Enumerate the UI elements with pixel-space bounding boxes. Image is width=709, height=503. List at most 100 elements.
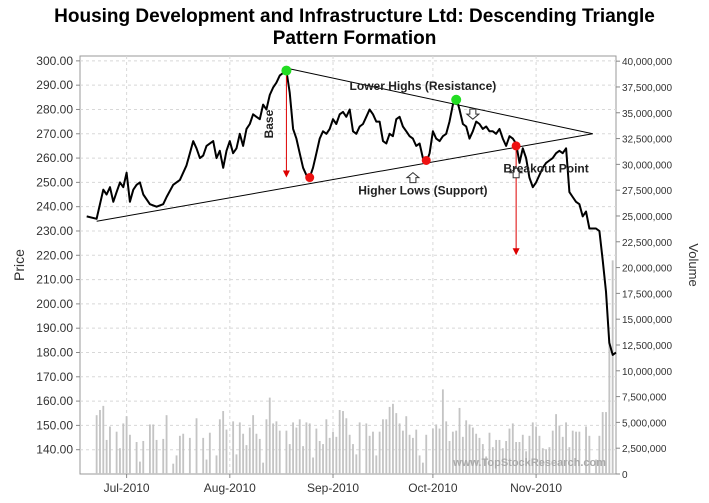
volume-bar — [611, 260, 614, 474]
volume-bar — [378, 431, 381, 474]
volume-bar — [278, 430, 281, 474]
volume-bar — [488, 432, 491, 474]
volume-bar — [571, 430, 574, 474]
y2-tick-label: 17,500,000 — [622, 289, 672, 300]
volume-bar — [95, 415, 98, 474]
volume-bar — [322, 444, 324, 474]
volume-bar — [525, 451, 528, 474]
y-tick-label: 180.00 — [36, 345, 73, 359]
marker-breakout — [511, 141, 521, 151]
volume-bar — [352, 444, 354, 474]
volume-bar — [588, 435, 591, 474]
volume-bar — [528, 435, 531, 474]
marker-high-2 — [451, 94, 462, 105]
chart-title-line-2: Pattern Formation — [272, 28, 437, 49]
y2-tick-label: 15,000,000 — [622, 315, 672, 326]
y2-tick-label: 27,500,000 — [622, 186, 672, 197]
volume-bar — [458, 407, 461, 474]
volume-bar — [438, 428, 441, 474]
volume-bar — [135, 442, 138, 474]
support-pointer-2-arrow — [508, 167, 524, 179]
volume-bar — [385, 419, 388, 474]
volume-bar — [498, 439, 501, 474]
volume-bar — [245, 445, 248, 474]
volume-bar — [102, 405, 105, 474]
volume-bar — [155, 439, 158, 474]
volume-bar — [501, 448, 504, 474]
volume-bar — [122, 423, 125, 474]
base-label: Base — [262, 109, 276, 138]
volume-bar — [415, 429, 418, 474]
volume-bar — [172, 463, 175, 474]
volume-bar — [375, 455, 378, 474]
volume-bar — [325, 419, 328, 474]
volume-bar — [265, 419, 268, 474]
volume-bar — [558, 425, 561, 474]
volume-bar — [431, 428, 434, 474]
volume-bar — [358, 422, 361, 474]
volume-bar — [425, 434, 428, 474]
volume-bar — [441, 389, 444, 474]
volume-bar — [395, 413, 398, 474]
x-tick-label: Nov-2010 — [510, 481, 562, 495]
volume-bar — [205, 459, 208, 474]
volume-bar — [421, 462, 424, 474]
volume-bar — [188, 437, 191, 474]
x-tick-label: Aug-2010 — [204, 481, 256, 495]
volume-bar — [268, 397, 271, 474]
volume-bar — [455, 430, 458, 474]
y-axis-label: Price — [11, 249, 27, 281]
volume-bar — [109, 426, 111, 474]
volume-bar — [152, 424, 155, 474]
y-tick-label: 160.00 — [36, 394, 73, 408]
y2-tick-label: 30,000,000 — [622, 160, 672, 171]
resistance-pointer-arrow — [465, 108, 481, 120]
volume-bar — [445, 421, 448, 474]
volume-bar — [252, 415, 255, 474]
volume-bar — [511, 423, 514, 474]
volume-bar — [475, 433, 478, 474]
y2-tick-label: 2,500,000 — [622, 444, 667, 455]
volume-bar — [448, 440, 451, 474]
higher-lows-label: Higher Lows (Support) — [358, 184, 487, 198]
x-tick-label: Sep-2010 — [307, 481, 359, 495]
volume-bar — [162, 438, 165, 474]
y-tick-label: 140.00 — [36, 443, 73, 457]
support-pointer-1-arrow — [405, 172, 421, 184]
volume-bar — [372, 431, 374, 474]
volume-bar — [348, 434, 351, 474]
y-tick-label: 300.00 — [36, 54, 73, 68]
trendline-support — [96, 133, 593, 222]
volume-bar — [478, 437, 481, 474]
volume-bar — [178, 435, 181, 474]
volume-bar — [435, 424, 438, 474]
volume-bar — [195, 418, 198, 474]
y2-tick-label: 35,000,000 — [622, 109, 672, 120]
volume-bar — [355, 454, 358, 474]
volume-bar — [548, 447, 551, 474]
volume-bar — [342, 411, 344, 474]
y-tick-label: 200.00 — [36, 297, 73, 311]
y-tick-label: 260.00 — [36, 151, 73, 165]
volume-bar — [468, 424, 471, 474]
base-arrow-head — [282, 170, 290, 178]
volume-bar — [129, 434, 131, 474]
volume-bar — [125, 416, 128, 474]
volume-bar — [402, 430, 404, 474]
volume-bar — [165, 415, 168, 474]
volume-bar — [481, 444, 484, 474]
y2-tick-label: 37,500,000 — [622, 83, 672, 94]
volume-bar — [238, 422, 241, 474]
volume-bar — [585, 426, 587, 474]
y2-tick-label: 7,500,000 — [622, 393, 667, 404]
volume-bar — [338, 410, 341, 474]
volume-bar — [418, 455, 421, 474]
marker-low-2 — [421, 156, 431, 165]
volume-bar — [561, 436, 564, 474]
volume-bar — [302, 446, 304, 474]
y-tick-label: 220.00 — [36, 248, 73, 262]
y-tick-label: 280.00 — [36, 102, 73, 116]
volume-bar — [451, 431, 454, 474]
volume-bar — [308, 423, 311, 474]
volume-bar — [242, 433, 245, 474]
